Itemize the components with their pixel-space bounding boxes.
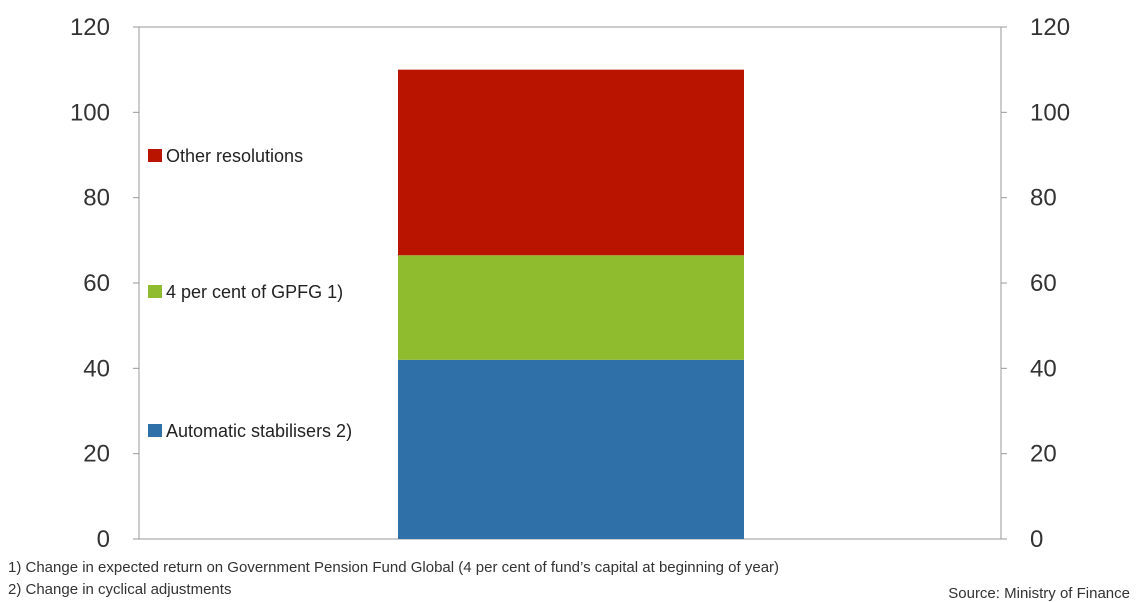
stacked-bar-chart: 0 20 40 60 80 100 120 0 20 40 60 80 100 120 Other re… [70,14,1070,553]
bar-segment [398,69,744,256]
y-tick-label-right: 0 [1030,526,1043,553]
legend-label: Other resolutions [166,146,303,166]
bar-stack [398,69,744,539]
legend-swatch [148,285,162,298]
y-tick-label-right: 40 [1030,355,1057,382]
y-tick-label-right: 60 [1030,270,1057,297]
y-tick-label-left: 80 [83,185,110,212]
y-tick-label-right: 120 [1030,14,1070,41]
footnote-1: 1) Change in expected return on Governme… [8,559,780,576]
legend-swatch [148,149,162,162]
y-tick-label-left: 100 [70,99,110,126]
y-tick-label-left: 0 [97,526,110,553]
legend-label: Automatic stabilisers 2) [166,421,352,441]
right-y-axis: 0 20 40 60 80 100 120 [1001,14,1070,553]
bar-segment [398,255,744,360]
y-tick-label-left: 40 [83,355,110,382]
source-note: Source: Ministry of Finance [948,585,1130,602]
legend-swatch [148,424,162,437]
y-tick-label-left: 20 [83,441,110,468]
legend-label: 4 per cent of GPFG 1) [166,282,343,302]
y-tick-label-left: 120 [70,14,110,41]
y-tick-label-right: 80 [1030,185,1057,212]
legend: Other resolutions 4 per cent of GPFG 1) Au… [148,146,352,441]
y-tick-label-right: 20 [1030,441,1057,468]
y-tick-label-right: 100 [1030,99,1070,126]
footnote-2: 2) Change in cyclical adjustments [8,581,232,598]
bar-segment [398,359,744,539]
left-y-axis: 0 20 40 60 80 100 120 [70,14,139,553]
y-tick-label-left: 60 [83,270,110,297]
